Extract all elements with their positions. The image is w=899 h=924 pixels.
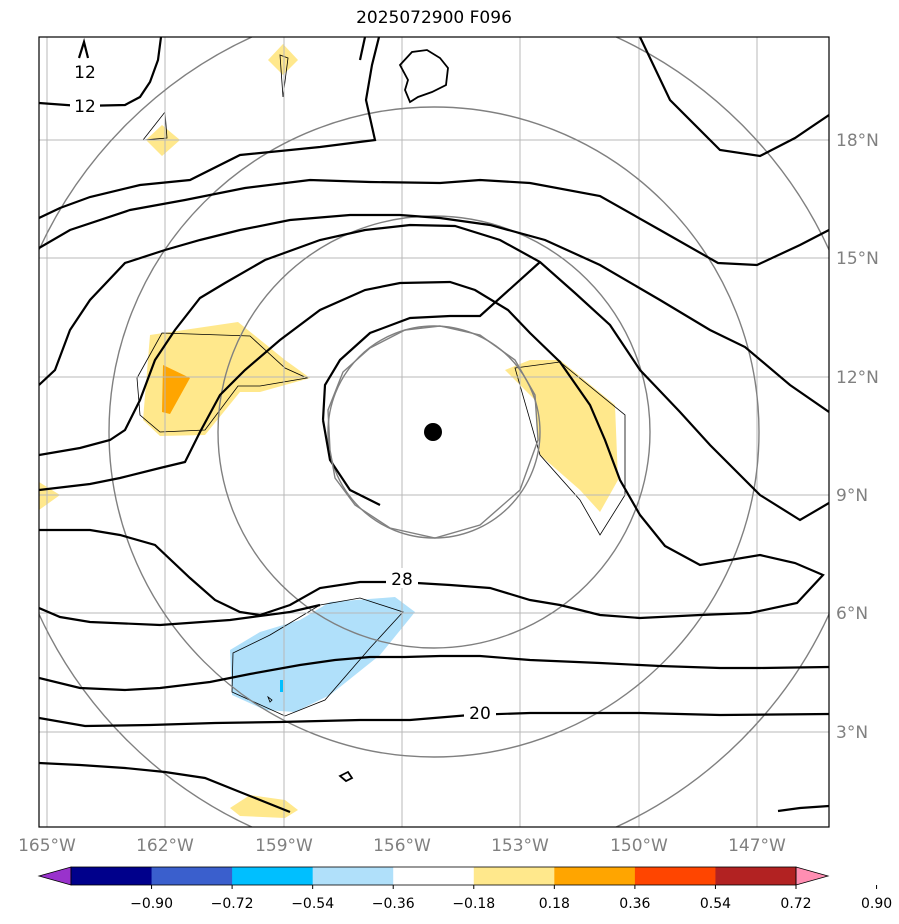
colorbar-segment (715, 867, 797, 885)
colorbar-extend-max (795, 866, 830, 886)
colorbar-segment (634, 867, 716, 885)
colorbar-tick-label: −0.54 (291, 896, 334, 912)
lat-tick-labels: 18°N 15°N 12°N 9°N 6°N 3°N (836, 131, 879, 743)
colorbar-tick-label: −0.36 (372, 896, 415, 912)
colorbar-tick-labels: −0.90 −0.72 −0.54 −0.36 −0.18 0.18 0.36 0.54 0.7… (130, 885, 892, 912)
colorbar-frame (70, 866, 797, 886)
colorbar-segment (232, 867, 314, 885)
colorbar-tick-label: 0.18 (539, 896, 570, 912)
colorbar-segment (393, 867, 475, 885)
graticule (39, 37, 829, 827)
colorbar-segment (151, 867, 233, 885)
lon-tick-label: 153°W (491, 836, 549, 856)
colorbar: −0.90 −0.72 −0.54 −0.36 −0.18 0.18 0.36 0.54 0.7… (37, 866, 892, 912)
colorbar-segments (37, 866, 830, 886)
colorbar-segment (554, 867, 636, 885)
thick-contours (39, 37, 829, 814)
lat-tick-label: 15°N (836, 249, 879, 269)
colorbar-tick-label: −0.72 (211, 896, 254, 912)
contour-label: 20 (469, 704, 491, 724)
colorbar-tick-label: 0.90 (861, 896, 892, 912)
lon-tick-label: 150°W (610, 836, 668, 856)
colorbar-extend-min (37, 866, 72, 886)
colorbar-tick-label: 0.54 (700, 896, 731, 912)
lat-tick-label: 12°N (836, 368, 879, 388)
coastline-islet (338, 770, 354, 783)
lon-tick-label: 159°W (255, 836, 313, 856)
colorbar-tick-label: −0.90 (130, 896, 173, 912)
storm-center-marker (424, 423, 442, 441)
colorbar-tick-label: 0.72 (780, 896, 811, 912)
colorbar-tick-label: 0.36 (619, 896, 650, 912)
inner-ring-contour (327, 325, 539, 539)
shading-negative (230, 597, 415, 712)
contour-label: 12 (74, 63, 96, 83)
lat-tick-label: 6°N (836, 604, 868, 624)
contour-label: 28 (391, 570, 413, 590)
lon-tick-labels: 165°W 162°W 159°W 156°W 153°W 150°W 147°… (18, 836, 786, 856)
colorbar-segment (312, 867, 394, 885)
lat-tick-label: 3°N (836, 723, 868, 743)
plot-frame (38, 36, 830, 828)
contour-label: 12 (74, 97, 96, 117)
colorbar-segment (473, 867, 555, 885)
lat-tick-label: 9°N (836, 486, 868, 506)
lon-tick-label: 162°W (136, 836, 194, 856)
colorbar-tick-label: −0.18 (452, 896, 495, 912)
lon-tick-label: 156°W (373, 836, 431, 856)
map-title: 2025072900 F096 (356, 8, 512, 28)
lon-tick-label: 147°W (728, 836, 786, 856)
map-plot-area: 12 12 28 20 (39, 37, 829, 827)
contour-labels: 12 12 28 20 (70, 60, 496, 724)
lon-tick-label: 165°W (18, 836, 76, 856)
lat-tick-label: 18°N (836, 131, 879, 151)
colorbar-segment (71, 867, 153, 885)
coastline-hawaii (398, 49, 449, 104)
